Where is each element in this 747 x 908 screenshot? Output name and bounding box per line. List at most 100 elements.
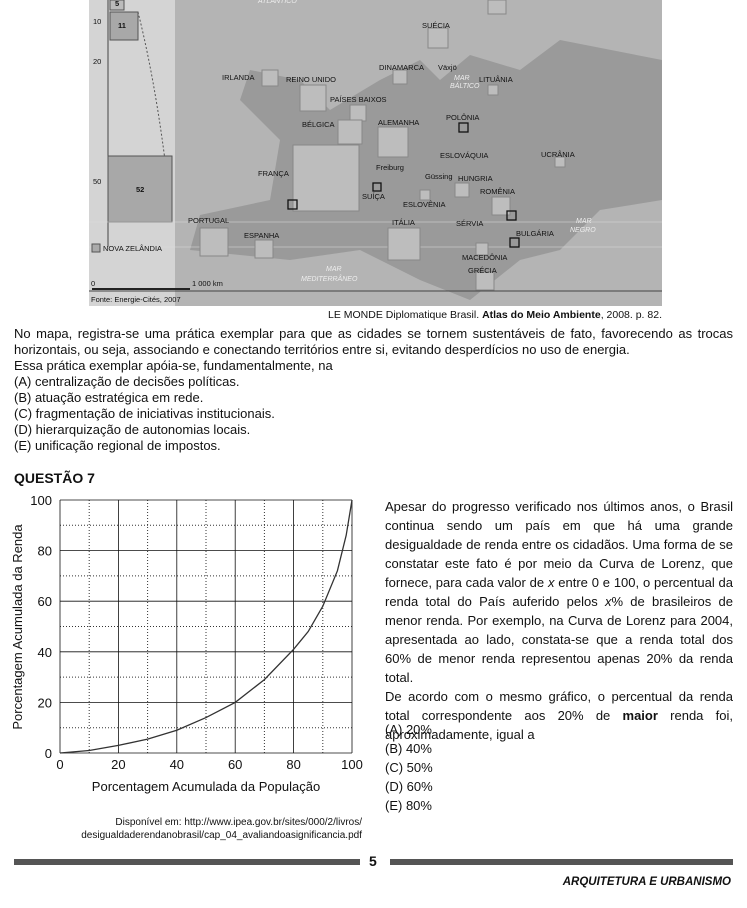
x-axis-title: Porcentagem Acumulada da População <box>92 779 320 794</box>
x-tick-label: 80 <box>286 757 300 772</box>
text: x <box>604 594 612 609</box>
source-line: desigualdaderendanobrasil/cap_04_avalian… <box>81 830 362 841</box>
map-label: NOVA ZELÂNDIA <box>103 244 162 253</box>
x-tick-label: 100 <box>341 757 363 772</box>
x-tick-label: 60 <box>228 757 242 772</box>
map-label: SUÍÇA <box>362 192 385 201</box>
land <box>175 0 662 306</box>
map-label: PORTUGAL <box>188 216 229 225</box>
option: (A) 20% <box>385 722 432 737</box>
scale-end: 1 000 km <box>192 279 223 288</box>
map-label: NEGRO <box>570 227 596 234</box>
map-label: REINO UNIDO <box>286 75 336 84</box>
map-label: BULGÁRIA <box>516 229 554 238</box>
legend-box <box>109 0 125 11</box>
option: (C) 50% <box>385 760 433 775</box>
x-tick-label: 0 <box>56 757 63 772</box>
text: Apesar do progresso verificado nos últim… <box>385 499 733 590</box>
lorenz-curve <box>59 499 353 754</box>
map-label: ROMÊNIA <box>480 187 515 196</box>
legend-scale: 10 <box>93 17 101 26</box>
map-label: LITUÂNIA <box>479 75 513 84</box>
options: (A) centralização de decisões políticas.… <box>14 374 275 454</box>
map-label: MEDITERRÂNEO <box>301 274 358 283</box>
text: maior <box>622 708 658 723</box>
y-tick-label: 40 <box>38 645 52 660</box>
source-line: Disponível em: http://www.ipea.gov.br/si… <box>115 817 362 828</box>
map-label: ITÁLIA <box>392 218 415 227</box>
symbols <box>199 0 566 291</box>
map-label: MAR <box>326 266 342 273</box>
text: entre 0 e 100, o percentual da renda tot… <box>385 575 733 609</box>
map-label: IRLANDA <box>222 73 255 82</box>
map-label: ATLÂNTICO <box>257 0 297 5</box>
footer-bar <box>14 859 360 865</box>
option: (B) atuação estratégica em rede. <box>14 390 204 405</box>
y-tick-label: 60 <box>38 594 52 609</box>
legend-panel <box>89 0 175 306</box>
map-label: GRÉCIA <box>468 266 497 275</box>
legend-box <box>91 243 101 253</box>
caption-text: , 2008. p. 82. <box>600 309 662 321</box>
legend-scale: 50 <box>93 177 101 186</box>
map-label: POLÔNIA <box>446 113 479 122</box>
footer-bar <box>390 859 733 865</box>
map-label: ESLOVÊNIA <box>403 200 446 209</box>
map-label: HUNGRIA <box>458 174 493 183</box>
map: ATLÂNTICO SUÉCIA DINAMARCA Växjö MAR BÁL… <box>89 0 662 306</box>
map-label: UCRÂNIA <box>541 150 575 159</box>
option: (D) 60% <box>385 779 433 794</box>
y-tick-label: 80 <box>38 544 52 559</box>
text: De acordo com o mesmo gráfico, o percent… <box>385 689 733 723</box>
map-label: Güssing <box>425 172 453 181</box>
text: x <box>547 575 555 590</box>
legend-box <box>109 11 139 41</box>
legend-scale: 20 <box>93 57 101 66</box>
page-number: 5 <box>369 853 377 869</box>
map-label: Växjö <box>438 63 457 72</box>
map-label: ALEMANHA <box>378 118 419 127</box>
y-axis-title: Porcentagem Acumulada da Renda <box>10 524 25 730</box>
option: (D) hierarquização de autonomias locais. <box>14 422 251 437</box>
map-label: ESLOVÁQUIA <box>440 151 488 160</box>
map-source: Fonte: Energie-Cités, 2007 <box>91 295 181 304</box>
outlined-symbols <box>287 122 520 248</box>
map-label: ESPANHA <box>244 231 279 240</box>
chart: Porcentagem Acumulada da Renda Porcentag… <box>10 493 363 794</box>
map-label: MACEDÔNIA <box>462 253 507 262</box>
legend-box <box>107 155 173 223</box>
y-tick-label: 100 <box>30 493 52 508</box>
map-label: MAR <box>576 218 592 225</box>
map-label: PAÍSES BAIXOS <box>330 95 387 104</box>
map-caption: LE MONDE Diplomatique Brasil. Atlas do M… <box>328 309 662 321</box>
map-label: BÉLGICA <box>302 120 335 129</box>
map-label: Freiburg <box>376 163 404 172</box>
legend-value: 11 <box>118 21 126 30</box>
option: (B) 40% <box>385 741 432 756</box>
caption-title: Atlas do Meio Ambiente <box>482 309 601 321</box>
map-label: BÁLTICO <box>450 81 480 90</box>
option: (C) fragmentação de iniciativas instituc… <box>14 406 275 421</box>
options: (A) 20% (B) 40% (C) 50% (D) 60% (E) 80% <box>385 720 433 815</box>
map-label: SÉRVIA <box>456 219 483 228</box>
text: % de brasileiros de menor renda. Por exe… <box>385 594 733 685</box>
y-tick-label: 20 <box>38 695 52 710</box>
caption-text: LE MONDE Diplomatique Brasil. <box>328 309 483 321</box>
option: (A) centralização de decisões políticas. <box>14 374 240 389</box>
legend-value: 52 <box>136 185 144 194</box>
map-label: FRANÇA <box>258 169 289 178</box>
map-label: DINAMARCA <box>379 63 424 72</box>
source: Disponível em: http://www.ipea.gov.br/si… <box>81 816 362 842</box>
map-label: MAR <box>454 75 470 82</box>
map-label: SUÉCIA <box>422 21 450 30</box>
option: (E) unificação regional de impostos. <box>14 438 221 453</box>
course: ARQUITETURA E URBANISMO <box>562 876 731 888</box>
y-tick-label: 0 <box>45 746 52 761</box>
text: renda foi, aproximadamente, igual a <box>385 708 733 742</box>
option: (E) 80% <box>385 798 432 813</box>
prompt: Essa prática exemplar apóia-se, fundamen… <box>14 358 333 373</box>
question-text: Apesar do progresso verificado nos últim… <box>385 497 733 744</box>
x-tick-label: 20 <box>111 757 125 772</box>
stem: No mapa, registra-se uma prática exempla… <box>14 326 733 357</box>
